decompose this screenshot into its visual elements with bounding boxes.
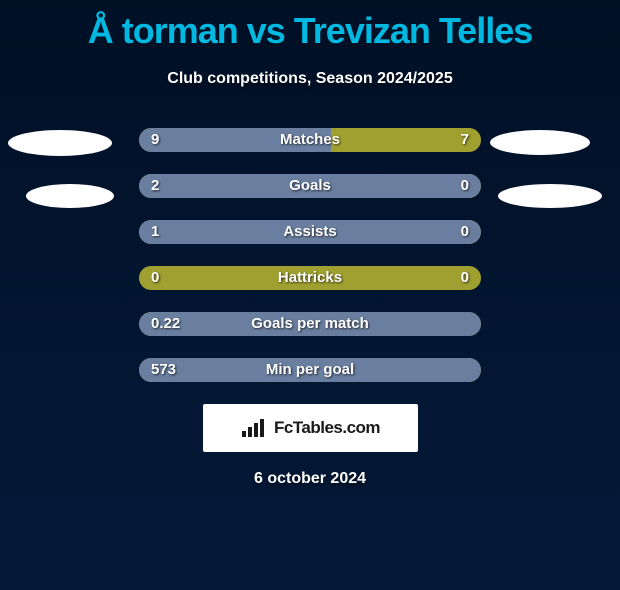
decorative-ellipse (26, 184, 114, 208)
stats-container: Matches97Goals20Assists10Hattricks00Goal… (139, 128, 481, 382)
stat-value-right: 0 (461, 174, 469, 198)
decorative-ellipse (498, 184, 602, 208)
stat-value-right: 0 (461, 220, 469, 244)
stat-label: Min per goal (139, 358, 481, 382)
stat-label: Goals (139, 174, 481, 198)
stat-value-left: 2 (151, 174, 159, 198)
stat-row: Goals per match0.22 (139, 312, 481, 336)
chart-icon (240, 417, 270, 439)
stat-row: Matches9 7 (139, 128, 481, 152)
page-title: Å torman vs Trevizan Telles (0, 10, 620, 52)
decorative-ellipse (490, 130, 590, 155)
stat-value-right: 7 (461, 128, 469, 152)
branding-badge: FcTables.com (203, 404, 418, 452)
stat-label: Assists (139, 220, 481, 244)
stat-row: Assists1 0 (139, 220, 481, 244)
stat-row: Hattricks0 0 (139, 266, 481, 290)
stat-row: Goals2 0 (139, 174, 481, 198)
stat-label: Goals per match (139, 312, 481, 336)
stat-value-right: 0 (461, 266, 469, 290)
stat-row: Min per goal573 (139, 358, 481, 382)
decorative-ellipse (8, 130, 112, 156)
stat-value-left: 0.22 (151, 312, 180, 336)
page-date: 6 october 2024 (0, 470, 620, 488)
stat-value-left: 573 (151, 358, 176, 382)
branding-text: FcTables.com (274, 418, 380, 438)
stat-label: Matches (139, 128, 481, 152)
page-subtitle: Club competitions, Season 2024/2025 (0, 70, 620, 88)
stat-value-left: 1 (151, 220, 159, 244)
stat-value-left: 0 (151, 266, 159, 290)
stat-value-left: 9 (151, 128, 159, 152)
stat-label: Hattricks (139, 266, 481, 290)
